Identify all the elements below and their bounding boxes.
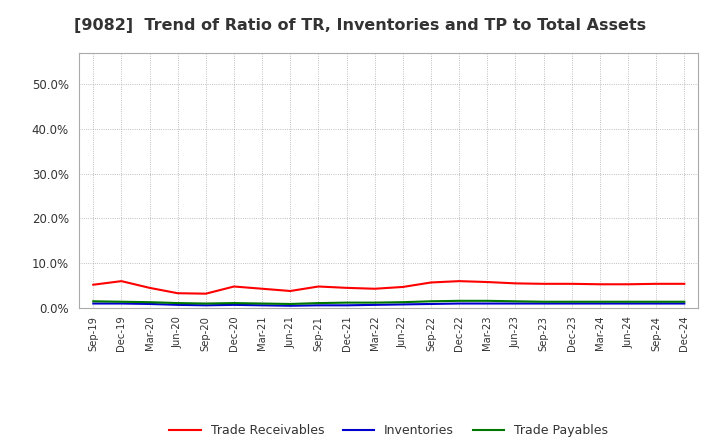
Inventories	[624, 301, 632, 306]
Trade Receivables	[680, 281, 688, 286]
Trade Payables	[455, 298, 464, 304]
Trade Payables	[174, 301, 182, 306]
Trade Payables	[117, 299, 126, 304]
Trade Payables	[314, 301, 323, 306]
Inventories	[202, 303, 210, 308]
Inventories	[680, 301, 688, 306]
Line: Trade Receivables: Trade Receivables	[94, 281, 684, 293]
Trade Receivables	[483, 279, 492, 285]
Trade Receivables	[145, 285, 154, 290]
Inventories	[145, 301, 154, 307]
Trade Receivables	[652, 281, 660, 286]
Trade Receivables	[286, 288, 294, 293]
Trade Payables	[370, 300, 379, 305]
Inventories	[314, 303, 323, 308]
Trade Payables	[652, 299, 660, 304]
Trade Receivables	[202, 291, 210, 296]
Inventories	[595, 301, 604, 306]
Inventories	[399, 302, 408, 307]
Trade Payables	[89, 299, 98, 304]
Trade Receivables	[455, 279, 464, 284]
Trade Receivables	[89, 282, 98, 287]
Trade Receivables	[595, 282, 604, 287]
Inventories	[117, 301, 126, 306]
Inventories	[89, 301, 98, 306]
Trade Payables	[258, 301, 266, 306]
Inventories	[342, 303, 351, 308]
Trade Receivables	[230, 284, 238, 289]
Trade Receivables	[314, 284, 323, 289]
Trade Receivables	[117, 279, 126, 284]
Trade Payables	[145, 300, 154, 305]
Trade Payables	[624, 299, 632, 304]
Inventories	[230, 302, 238, 308]
Trade Payables	[539, 299, 548, 304]
Inventories	[427, 301, 436, 307]
Trade Payables	[399, 300, 408, 305]
Inventories	[174, 302, 182, 308]
Inventories	[652, 301, 660, 306]
Trade Payables	[483, 298, 492, 304]
Trade Payables	[595, 299, 604, 304]
Trade Receivables	[174, 290, 182, 296]
Trade Payables	[342, 300, 351, 305]
Inventories	[455, 301, 464, 306]
Line: Trade Payables: Trade Payables	[94, 301, 684, 304]
Trade Payables	[202, 301, 210, 306]
Trade Payables	[680, 299, 688, 304]
Trade Receivables	[427, 280, 436, 285]
Trade Receivables	[258, 286, 266, 291]
Trade Payables	[511, 299, 520, 304]
Trade Receivables	[624, 282, 632, 287]
Text: [9082]  Trend of Ratio of TR, Inventories and TP to Total Assets: [9082] Trend of Ratio of TR, Inventories…	[74, 18, 646, 33]
Trade Receivables	[567, 281, 576, 286]
Line: Inventories: Inventories	[94, 304, 684, 306]
Trade Payables	[230, 301, 238, 306]
Trade Receivables	[399, 284, 408, 290]
Inventories	[286, 303, 294, 308]
Trade Receivables	[342, 285, 351, 290]
Inventories	[539, 301, 548, 306]
Inventories	[511, 301, 520, 306]
Trade Receivables	[370, 286, 379, 291]
Trade Payables	[427, 299, 436, 304]
Trade Payables	[567, 299, 576, 304]
Inventories	[483, 301, 492, 306]
Trade Payables	[286, 301, 294, 307]
Inventories	[370, 302, 379, 308]
Inventories	[567, 301, 576, 306]
Legend: Trade Receivables, Inventories, Trade Payables: Trade Receivables, Inventories, Trade Pa…	[164, 419, 613, 440]
Inventories	[258, 303, 266, 308]
Trade Receivables	[539, 281, 548, 286]
Trade Receivables	[511, 281, 520, 286]
